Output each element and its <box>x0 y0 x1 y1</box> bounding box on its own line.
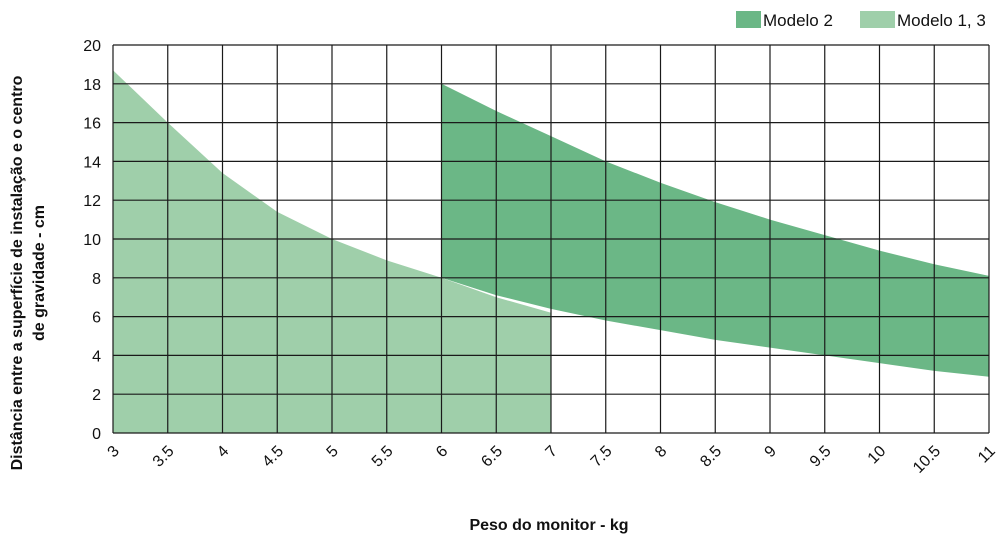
y-axis-title: Distância entre a superfície de instalaç… <box>9 75 26 470</box>
x-tick-label: 4.5 <box>259 443 287 471</box>
x-tick-label: 9.5 <box>807 443 835 471</box>
legend-label: Modelo 2 <box>763 11 833 30</box>
legend-swatch <box>736 11 761 28</box>
x-tick-label: 9 <box>762 443 780 461</box>
y-tick-label: 2 <box>92 387 101 404</box>
x-tick-label: 6 <box>433 443 451 461</box>
legend-swatch <box>860 11 895 28</box>
x-tick-label: 8 <box>652 443 670 461</box>
x-tick-label: 5 <box>324 443 342 461</box>
y-tick-label: 12 <box>83 193 101 210</box>
x-tick-label: 6.5 <box>478 443 506 471</box>
x-tick-label: 10 <box>865 443 890 468</box>
legend-label: Modelo 1, 3 <box>897 11 986 30</box>
x-tick-label: 11 <box>975 443 997 467</box>
legend: Modelo 2 Modelo 1, 3 <box>736 11 986 30</box>
y-axis-title-line-1: Distância entre a superfície de instalaç… <box>9 75 26 470</box>
x-tick-label: 7.5 <box>588 443 616 471</box>
x-axis-title: Peso do monitor - kg <box>469 517 628 534</box>
y-tick-label: 14 <box>83 154 101 171</box>
x-tick-label: 7 <box>543 443 561 461</box>
x-tick-label: 8.5 <box>697 443 725 471</box>
y-axis-title-line-2-text: de gravidade - cm <box>31 205 48 341</box>
x-tick-label: 5.5 <box>369 443 397 471</box>
x-tick-label: 3.5 <box>150 443 178 471</box>
grid <box>112 44 990 434</box>
y-axis-title-line-2: de gravidade - cm <box>31 205 48 341</box>
y-tick-label: 10 <box>83 232 101 249</box>
y-tick-label: 18 <box>83 77 101 94</box>
x-tick-label: 4 <box>214 443 232 461</box>
y-tick-label: 16 <box>83 116 101 133</box>
y-tick-label: 20 <box>83 38 101 55</box>
y-tick-label: 0 <box>92 426 101 443</box>
x-tick-label: 10.5 <box>910 443 944 477</box>
y-tick-label: 4 <box>92 348 101 365</box>
x-tick-label: 3 <box>105 443 123 461</box>
y-tick-label: 6 <box>92 310 101 327</box>
y-tick-label: 8 <box>92 271 101 288</box>
